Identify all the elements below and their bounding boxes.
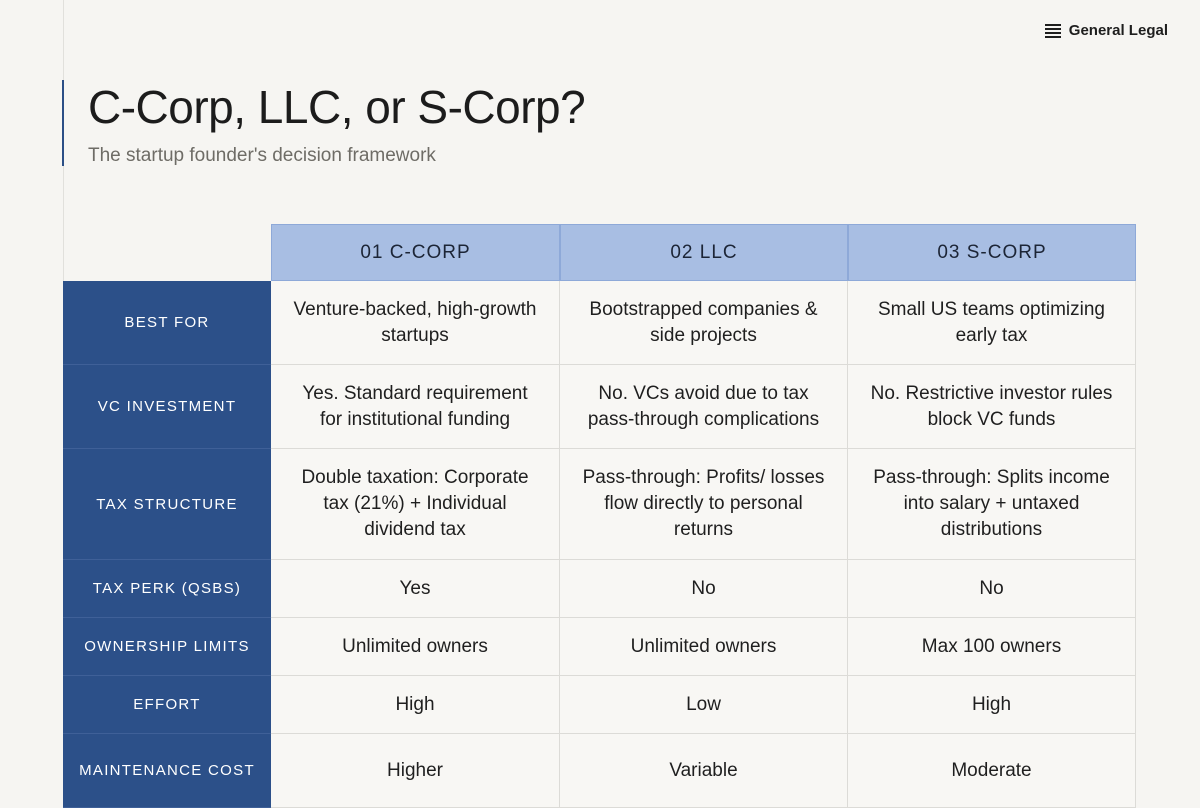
table-cell: Yes. Standard requirement for institutio… — [271, 365, 560, 449]
table-cell: No. VCs avoid due to tax pass-through co… — [560, 365, 848, 449]
table-cell: Variable — [560, 734, 848, 808]
column-header: 03 S-CORP — [848, 224, 1136, 281]
brand: General Legal — [1044, 22, 1168, 39]
row-label: OWNERSHIP LIMITS — [63, 618, 271, 676]
table-cell: Unlimited owners — [560, 618, 848, 676]
table-cell: Unlimited owners — [271, 618, 560, 676]
row-label: EFFORT — [63, 676, 271, 734]
brand-icon — [1044, 23, 1061, 38]
table-cell: High — [848, 676, 1136, 734]
subtitle: The startup founder's decision framework — [88, 145, 436, 166]
column-header: 01 C-CORP — [271, 224, 560, 281]
row-label: TAX STRUCTURE — [63, 449, 271, 560]
table-cell: Low — [560, 676, 848, 734]
accent-bar — [62, 80, 64, 166]
table-cell: Yes — [271, 560, 560, 618]
table-cell: No — [848, 560, 1136, 618]
row-label: MAINTENANCE COST — [63, 734, 271, 808]
table-cell: No. Restrictive investor rules block VC … — [848, 365, 1136, 449]
corner-cell — [63, 224, 271, 281]
table-cell: Max 100 owners — [848, 618, 1136, 676]
comparison-table: 01 C-CORP 02 LLC 03 S-CORP BEST FOR Venture-… — [63, 224, 1136, 808]
column-header: 02 LLC — [560, 224, 848, 281]
title: C-Corp, LLC, or S-Corp? — [88, 81, 586, 133]
table-cell: Venture-backed, high-growth startups — [271, 281, 560, 365]
table-cell: High — [271, 676, 560, 734]
table-cell: Moderate — [848, 734, 1136, 808]
table-cell: No — [560, 560, 848, 618]
row-label: TAX PERK (QSBS) — [63, 560, 271, 618]
row-label: BEST FOR — [63, 281, 271, 365]
table-cell: Small US teams optimizing early tax — [848, 281, 1136, 365]
table-cell: Pass-through: Splits income into salary … — [848, 449, 1136, 560]
table-cell: Bootstrapped companies & side projects — [560, 281, 848, 365]
table-cell: Double taxation: Corporate tax (21%) + I… — [271, 449, 560, 560]
row-label: VC INVESTMENT — [63, 365, 271, 449]
brand-name: General Legal — [1068, 22, 1168, 39]
table-cell: Higher — [271, 734, 560, 808]
table-cell: Pass-through: Profits/ losses flow direc… — [560, 449, 848, 560]
